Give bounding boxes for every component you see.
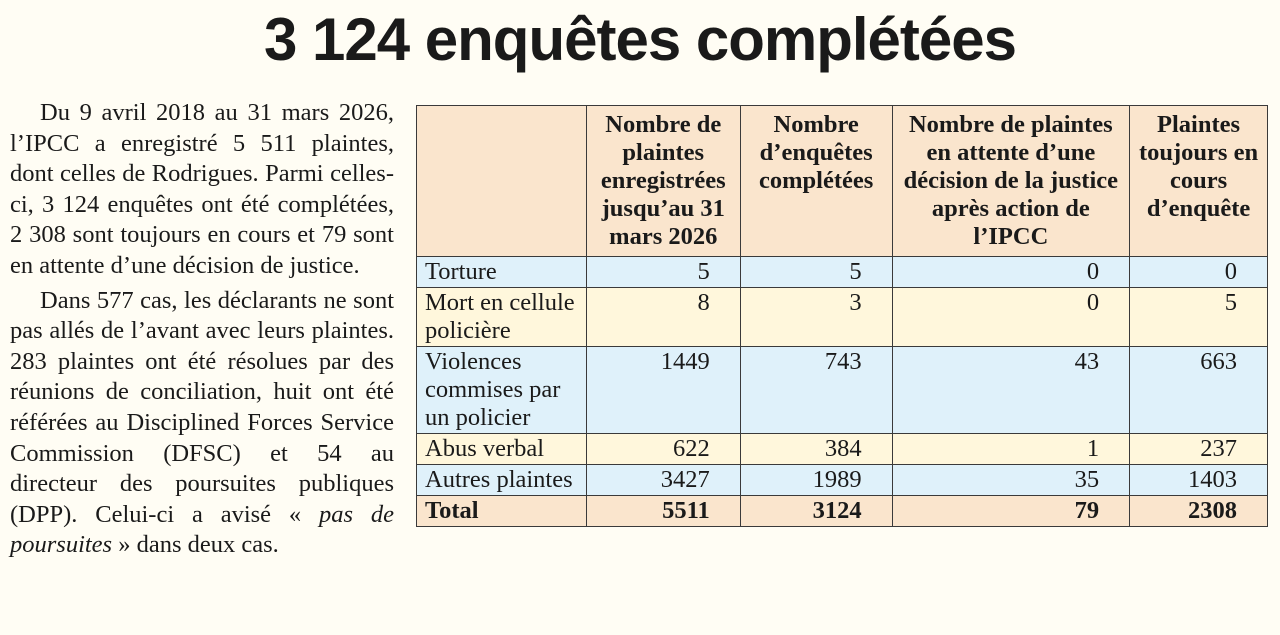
row-label: Abus verbal [416, 433, 587, 465]
table-header-row: Nombre de plaintes enregistrées jusqu’au… [416, 105, 1268, 257]
total-value: 2308 [1129, 495, 1268, 527]
total-value: 79 [891, 495, 1131, 527]
row-label: Torture [416, 256, 587, 288]
table-total-row: Total 5511 3124 79 2308 [416, 495, 1268, 527]
table-row: Abus verbal 622 384 1 237 [416, 433, 1268, 465]
cell-value: 3427 [585, 464, 741, 496]
paragraph-2-text-a: Dans 577 cas, les déclarants ne sont pas… [10, 286, 394, 528]
cell-value: 0 [1129, 256, 1268, 288]
total-value: 5511 [585, 495, 741, 527]
total-label: Total [416, 495, 587, 527]
cell-value: 43 [891, 346, 1131, 434]
cell-value: 743 [739, 346, 893, 434]
table-row: Torture 5 5 0 0 [416, 256, 1268, 288]
cell-value: 5 [585, 256, 741, 288]
table-row: Autres plaintes 3427 1989 35 1403 [416, 464, 1268, 496]
header-pending-justice: Nombre de plaintes en attente d’une déci… [891, 105, 1131, 257]
table-row: Violences commises par un policier 1449 … [416, 346, 1268, 434]
cell-value: 1989 [739, 464, 893, 496]
cell-value: 1403 [1129, 464, 1268, 496]
cell-value: 5 [1129, 287, 1268, 347]
total-value: 3124 [739, 495, 893, 527]
cell-value: 35 [891, 464, 1131, 496]
cell-value: 384 [739, 433, 893, 465]
cell-value: 0 [891, 256, 1131, 288]
cell-value: 3 [739, 287, 893, 347]
cell-value: 5 [739, 256, 893, 288]
row-label: Mort en cellule policière [416, 287, 587, 347]
header-ongoing: Plaintes toujours en cours d’enquête [1129, 105, 1268, 257]
paragraph-1: Du 9 avril 2018 au 31 mars 2026, l’IPCC … [10, 99, 394, 279]
complaints-table: Nombre de plaintes enregistrées jusqu’au… [416, 105, 1268, 527]
article-title: 3 124 enquêtes complétées [263, 6, 1017, 73]
cell-value: 1 [891, 433, 1131, 465]
cell-value: 8 [585, 287, 741, 347]
header-corner [416, 105, 587, 257]
paragraph-2-quote: pas de poursuites [10, 500, 394, 559]
row-label: Autres plaintes [416, 464, 587, 496]
cell-value: 1449 [585, 346, 741, 434]
paragraph-2: Dans 577 cas, les déclarants ne sont pas… [10, 286, 394, 561]
header-completed: Nombre d’enquêtes complétées [739, 105, 893, 257]
header-registered: Nombre de plaintes enregistrées jusqu’au… [585, 105, 741, 257]
row-label: Violences commises par un policier [416, 346, 587, 434]
cell-value: 622 [585, 433, 741, 465]
article-body: Du 9 avril 2018 au 31 mars 2026, l’IPCC … [10, 98, 394, 565]
table-row: Mort en cellule policière 8 3 0 5 [416, 287, 1268, 347]
paragraph-2-text-b: » dans deux cas. [112, 531, 279, 559]
cell-value: 663 [1129, 346, 1268, 434]
cell-value: 0 [891, 287, 1131, 347]
cell-value: 237 [1129, 433, 1268, 465]
